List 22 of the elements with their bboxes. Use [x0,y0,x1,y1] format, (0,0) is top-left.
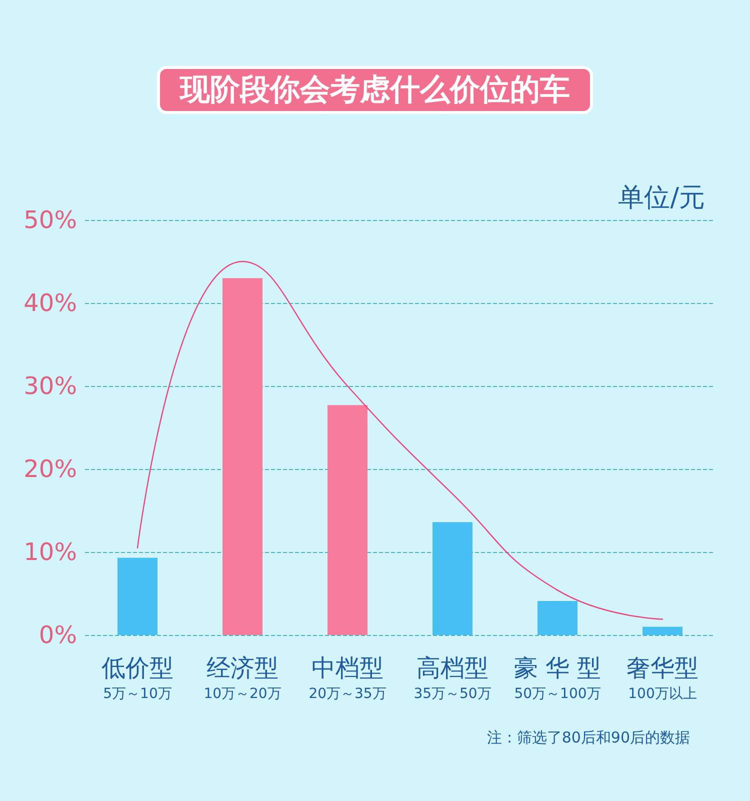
x-tick-label: 中档型 20万～35万 [308,654,386,702]
bar [432,522,472,635]
x-tick-label: 经济型 10万～20万 [204,654,282,702]
y-tick-label: 10% [24,538,77,566]
y-tick-label: 50% [24,206,77,234]
bar [328,405,368,635]
bar [222,278,262,635]
x-tick-label: 豪 华 型 50万～100万 [514,654,602,702]
y-tick-label: 20% [24,455,77,483]
x-tick-label: 奢华型 100万以上 [626,654,698,702]
x-tick-label: 低价型 5万～10万 [102,654,174,702]
y-tick-label: 30% [24,372,77,400]
chart-title: 现阶段你会考虑什么价位的车 [179,72,570,108]
text: 注：筛选了80后和90后的数据 [486,728,690,746]
x-tick-label: 高档型 35万～50万 [414,654,492,702]
y-tick-label: 0% [38,621,77,649]
line-series [136,260,664,620]
bar [118,558,158,635]
text: 单位/元 [618,183,706,213]
bar [538,600,578,635]
bar [642,626,682,635]
y-tick-label: 40% [24,289,77,317]
